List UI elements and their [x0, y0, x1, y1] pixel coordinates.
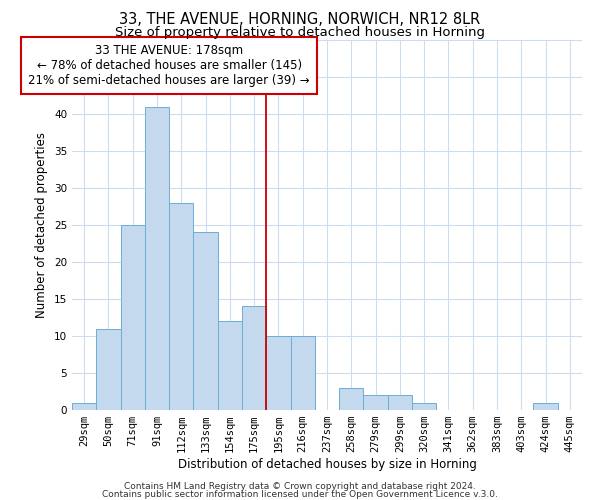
Text: Size of property relative to detached houses in Horning: Size of property relative to detached ho… [115, 26, 485, 39]
Bar [364, 395, 388, 410]
Bar [266, 336, 290, 410]
Bar [412, 402, 436, 410]
Bar [121, 225, 145, 410]
Bar [533, 402, 558, 410]
Text: 33 THE AVENUE: 178sqm
← 78% of detached houses are smaller (145)
21% of semi-det: 33 THE AVENUE: 178sqm ← 78% of detached … [28, 44, 310, 86]
Bar [72, 402, 96, 410]
Bar [218, 321, 242, 410]
Y-axis label: Number of detached properties: Number of detached properties [35, 132, 49, 318]
Text: Contains public sector information licensed under the Open Government Licence v.: Contains public sector information licen… [102, 490, 498, 499]
Text: 33, THE AVENUE, HORNING, NORWICH, NR12 8LR: 33, THE AVENUE, HORNING, NORWICH, NR12 8… [119, 12, 481, 28]
Bar [290, 336, 315, 410]
Bar [242, 306, 266, 410]
Bar [193, 232, 218, 410]
Bar [339, 388, 364, 410]
X-axis label: Distribution of detached houses by size in Horning: Distribution of detached houses by size … [178, 458, 476, 471]
Bar [169, 203, 193, 410]
Text: Contains HM Land Registry data © Crown copyright and database right 2024.: Contains HM Land Registry data © Crown c… [124, 482, 476, 491]
Bar [145, 106, 169, 410]
Bar [96, 328, 121, 410]
Bar [388, 395, 412, 410]
